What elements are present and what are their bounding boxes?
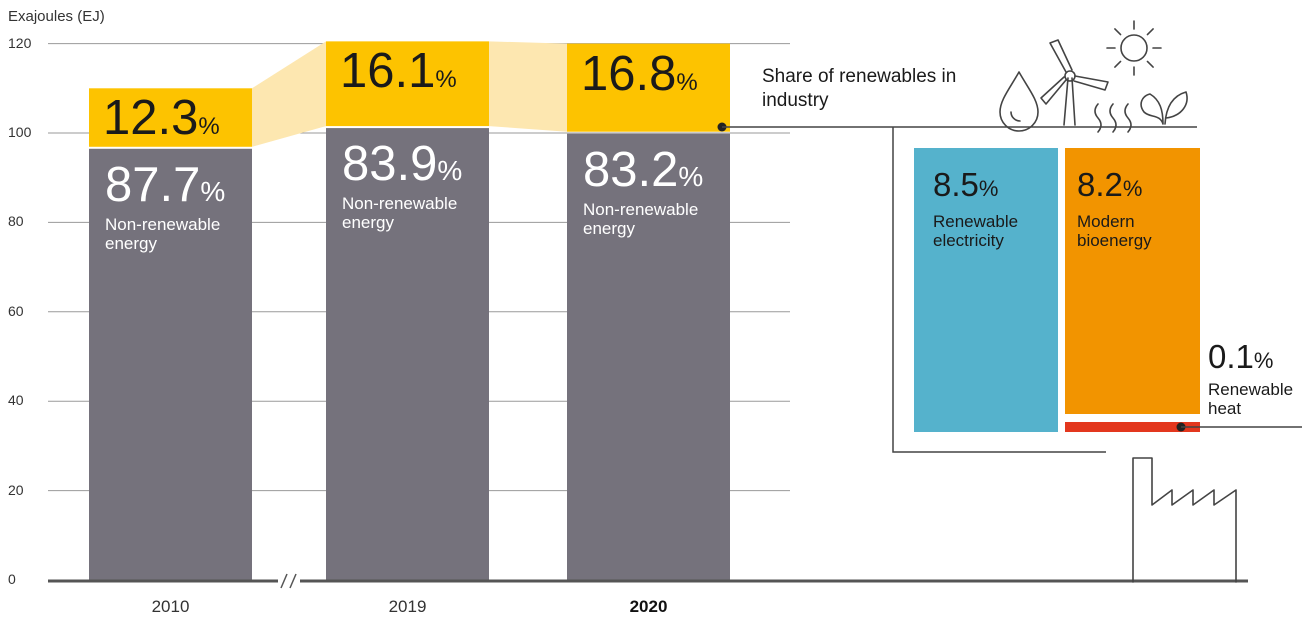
leaf-right-icon — [1164, 91, 1188, 125]
breakdown-share-modern-bioenergy-percent-sign: % — [1122, 176, 1143, 201]
renewable-share-label-2010-percent-sign: % — [198, 113, 220, 141]
wind-turbine-blade-1-icon — [1049, 39, 1073, 73]
breakdown-label-modern-bioenergy: Modern bioenergy — [1077, 212, 1152, 250]
sun-ray-3-icon — [1114, 60, 1122, 68]
sun-icon — [1120, 34, 1148, 62]
bar-non-renewable-2010 — [89, 148, 252, 580]
sun-ray-5-icon — [1114, 28, 1122, 36]
connector-2019-2020 — [489, 41, 567, 132]
renewable-share-label-2019-percent-sign: % — [435, 66, 457, 94]
breakdown-share-renewable-heat-value: 0.1 — [1208, 338, 1254, 375]
breakdown-share-renewable-heat-percent-sign: % — [1253, 348, 1274, 373]
bar-non-renewable-2020 — [567, 133, 730, 580]
renewable-share-label-2020: 16.8% — [581, 46, 698, 101]
wind-turbine-tower-icon — [1063, 77, 1069, 126]
non-renewable-share-label-2020: 83.2% — [583, 142, 704, 197]
y-tick-label-60: 60 — [8, 302, 24, 319]
x-tick-label-2020: 2020 — [629, 597, 668, 616]
renewables-annotation: Share of renewables in industry — [762, 66, 957, 111]
breakdown-share-renewable-electricity: 8.5% — [933, 168, 998, 201]
breakdown-bar-modern-bioenergy — [1065, 148, 1200, 414]
non-renewable-label-2020: Non-renewable energy — [583, 199, 699, 238]
non-renewable-label-2019: Non-renewable energy — [342, 194, 458, 233]
breakdown-bar-renewable-heat — [1065, 422, 1200, 432]
non-renewable-label-2010: Non-renewable energy — [105, 214, 221, 253]
y-tick-label-80: 80 — [8, 213, 24, 230]
non-renewable-share-label-2020-value: 83.2 — [583, 142, 679, 197]
factory-icon — [1132, 457, 1237, 583]
connector-2010-2019 — [252, 41, 326, 147]
wind-turbine-blade-2-icon — [1073, 75, 1109, 91]
heat-wave-2-icon — [1124, 103, 1132, 133]
wind-turbine-tower-2-icon — [1071, 77, 1076, 126]
heat-wave-0-icon — [1094, 103, 1102, 133]
bar-renewable-2010 — [89, 88, 252, 147]
sun-ray-7-icon — [1146, 28, 1154, 36]
leaf-left-icon — [1140, 93, 1164, 125]
y-tick-label-0: 0 — [8, 571, 16, 587]
y-tick-label-20: 20 — [8, 481, 24, 498]
wind-turbine-blade-3-icon — [1040, 76, 1067, 105]
y-tick-label-120: 120 — [8, 34, 32, 51]
renewable-share-label-2019: 16.1% — [340, 47, 457, 96]
y-axis-label: Exajoules (EJ) — [8, 8, 105, 25]
y-tick-label-40: 40 — [8, 392, 24, 409]
x-tick-label-2010: 2010 — [151, 597, 190, 616]
bar-non-renewable-2019 — [326, 128, 489, 580]
sun-ray-1-icon — [1146, 60, 1154, 68]
y-tick-label-100: 100 — [8, 124, 32, 140]
non-renewable-share-label-2010-percent-sign: % — [200, 175, 226, 207]
water-drop-highlight-icon — [1010, 111, 1021, 122]
non-renewable-share-label-2019-value: 83.9 — [342, 137, 438, 192]
renewable-share-label-2020-percent-sign: % — [676, 68, 698, 96]
breakdown-share-modern-bioenergy-value: 8.2 — [1077, 166, 1123, 203]
non-renewable-share-label-2019: 83.9% — [342, 140, 462, 189]
breakdown-label-renewable-heat: Renewable heat — [1208, 380, 1294, 418]
non-renewable-share-label-2010-value: 87.7 — [105, 157, 201, 212]
axis-break-mark-1 — [280, 573, 288, 589]
breakdown-label-renewable-electricity: Renewable electricity — [933, 212, 1019, 250]
renewable-share-label-2020-value: 16.8 — [581, 46, 677, 101]
heat-wave-1-icon — [1109, 103, 1117, 133]
bar-renewable-2020 — [567, 43, 730, 132]
axis-break-mark-2 — [289, 573, 297, 589]
breakdown-share-modern-bioenergy: 8.2% — [1077, 168, 1142, 201]
breakdown-share-renewable-heat: 0.1% — [1208, 340, 1273, 373]
x-tick-label-2019: 2019 — [388, 597, 427, 616]
renewable-share-label-2019-value: 16.1 — [340, 44, 436, 99]
renewable-share-label-2010: 12.3% — [103, 94, 220, 143]
non-renewable-share-label-2020-percent-sign: % — [678, 160, 704, 192]
non-renewable-share-label-2019-percent-sign: % — [437, 155, 463, 187]
breakdown-bracket — [892, 127, 1106, 453]
water-drop-icon — [999, 71, 1039, 132]
renewable-share-label-2010-value: 12.3 — [103, 91, 199, 146]
non-renewable-share-label-2010: 87.7% — [105, 157, 226, 212]
breakdown-share-renewable-electricity-value: 8.5 — [933, 166, 979, 203]
breakdown-bar-renewable-electricity — [914, 148, 1058, 432]
breakdown-share-renewable-electricity-percent-sign: % — [978, 176, 999, 201]
bar-renewable-2019 — [326, 41, 489, 127]
